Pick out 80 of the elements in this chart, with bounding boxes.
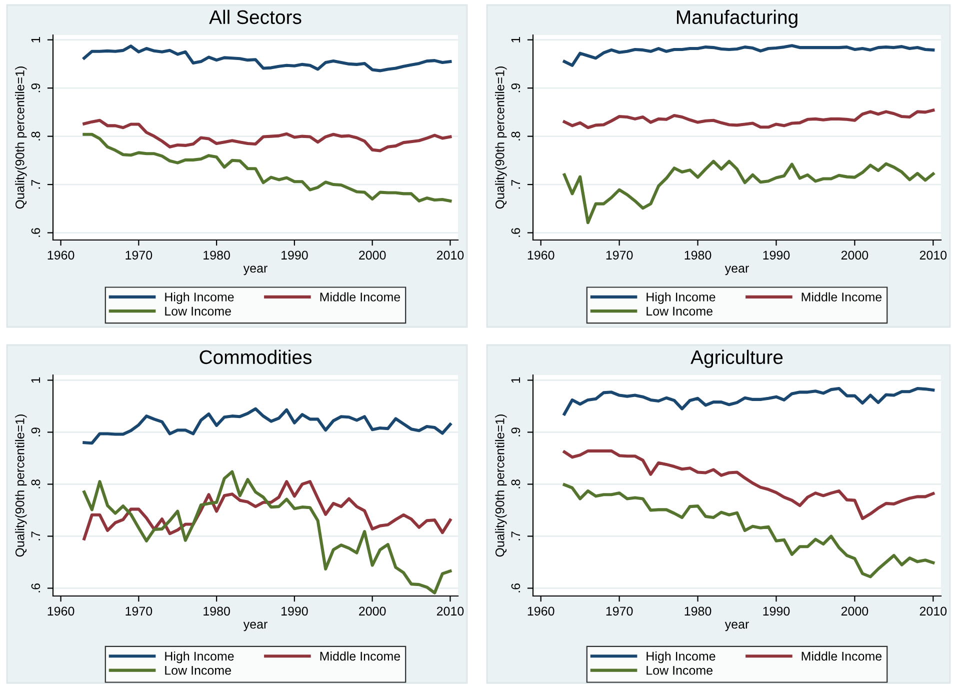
legend-label: Low Income [165, 666, 231, 675]
x-tick-label: 1970 [606, 606, 633, 616]
chart-title: Agriculture [690, 350, 783, 368]
x-axis-title: year [724, 622, 749, 632]
x-axis-title: year [243, 266, 268, 276]
line-series [562, 44, 935, 67]
line-series [82, 480, 452, 540]
y-tick-label: .9 [511, 83, 520, 92]
x-tick-label: 1960 [48, 606, 74, 616]
x-tick-label: 1990 [763, 250, 790, 260]
y-tick-label: .8 [31, 132, 40, 140]
y-tick-label: .9 [31, 83, 40, 92]
legend-label: Middle Income [802, 292, 882, 302]
y-tick-label: .8 [511, 480, 520, 488]
legend-label: Low Income [646, 666, 712, 675]
x-axis-title: year [243, 622, 268, 632]
y-tick-label: 1 [511, 36, 520, 42]
x-tick-label: 1970 [606, 250, 633, 260]
chart-title: All Sectors [209, 10, 302, 24]
x-tick-label: 1960 [528, 606, 554, 616]
y-tick-label: .6 [511, 228, 520, 237]
line-series [82, 407, 452, 445]
line-series [562, 160, 935, 224]
x-tick-label: 2000 [359, 250, 386, 260]
line-series [562, 483, 935, 578]
x-tick-label: 1960 [48, 250, 74, 260]
legend-label: Middle Income [320, 292, 400, 302]
x-tick-label: 2010 [920, 250, 947, 260]
x-tick-label: 2000 [841, 250, 868, 260]
y-tick-label: .6 [31, 228, 40, 237]
x-tick-label: 2010 [436, 606, 464, 616]
x-tick-label: 1970 [126, 250, 152, 260]
line-series [562, 449, 935, 520]
x-tick-label: 1980 [204, 606, 230, 616]
x-tick-label: 1990 [281, 606, 308, 616]
line-series [82, 132, 452, 202]
legend-label: High Income [646, 651, 716, 664]
y-tick-label: .7 [31, 180, 40, 189]
chart-title: Manufacturing [676, 10, 798, 28]
x-tick-label: 2000 [359, 606, 386, 616]
y-tick-label: .7 [31, 532, 40, 540]
legend-label: Middle Income [802, 651, 882, 661]
y-tick-label: .9 [31, 428, 40, 436]
y-tick-label: .6 [511, 584, 520, 592]
y-tick-label: .7 [511, 180, 520, 189]
x-tick-label: 2010 [436, 250, 464, 260]
x-tick-label: 1980 [684, 606, 712, 616]
x-tick-label: 1960 [528, 250, 554, 260]
y-tick-label: .8 [31, 480, 40, 488]
chart-title: Commodities [200, 350, 312, 364]
y-axis-title: Quality(90th percentile=1) [15, 66, 27, 209]
x-tick-label: 2010 [920, 606, 947, 616]
line-series [562, 108, 935, 130]
line-series [82, 470, 452, 594]
y-tick-label: .8 [511, 132, 520, 140]
x-tick-label: 2000 [841, 606, 868, 616]
legend-label: Middle Income [320, 651, 400, 661]
legend-label: Low Income [165, 306, 231, 316]
x-tick-label: 1980 [204, 250, 230, 260]
x-tick-label: 1980 [684, 250, 712, 260]
y-tick-label: .6 [31, 584, 40, 592]
legend-label: High Income [165, 651, 234, 664]
y-axis-title: Quality(90th percentile=1) [495, 66, 507, 209]
y-tick-label: 1 [31, 36, 40, 42]
y-tick-label: 1 [511, 377, 520, 383]
y-axis-title: Quality(90th percentile=1) [495, 414, 507, 557]
y-tick-label: 1 [31, 377, 40, 383]
y-tick-label: .7 [511, 532, 520, 540]
x-tick-label: 1970 [126, 606, 152, 616]
x-axis-title: year [724, 266, 749, 276]
line-series [82, 44, 452, 72]
legend-label: High Income [646, 292, 716, 304]
x-tick-label: 1990 [281, 250, 308, 260]
legend-label: High Income [165, 292, 234, 304]
legend-label: Low Income [646, 306, 712, 316]
y-tick-label: .9 [511, 428, 520, 436]
line-series [562, 386, 935, 416]
line-series [82, 118, 452, 152]
x-tick-label: 1990 [763, 606, 790, 616]
y-axis-title: Quality(90th percentile=1) [15, 414, 27, 557]
